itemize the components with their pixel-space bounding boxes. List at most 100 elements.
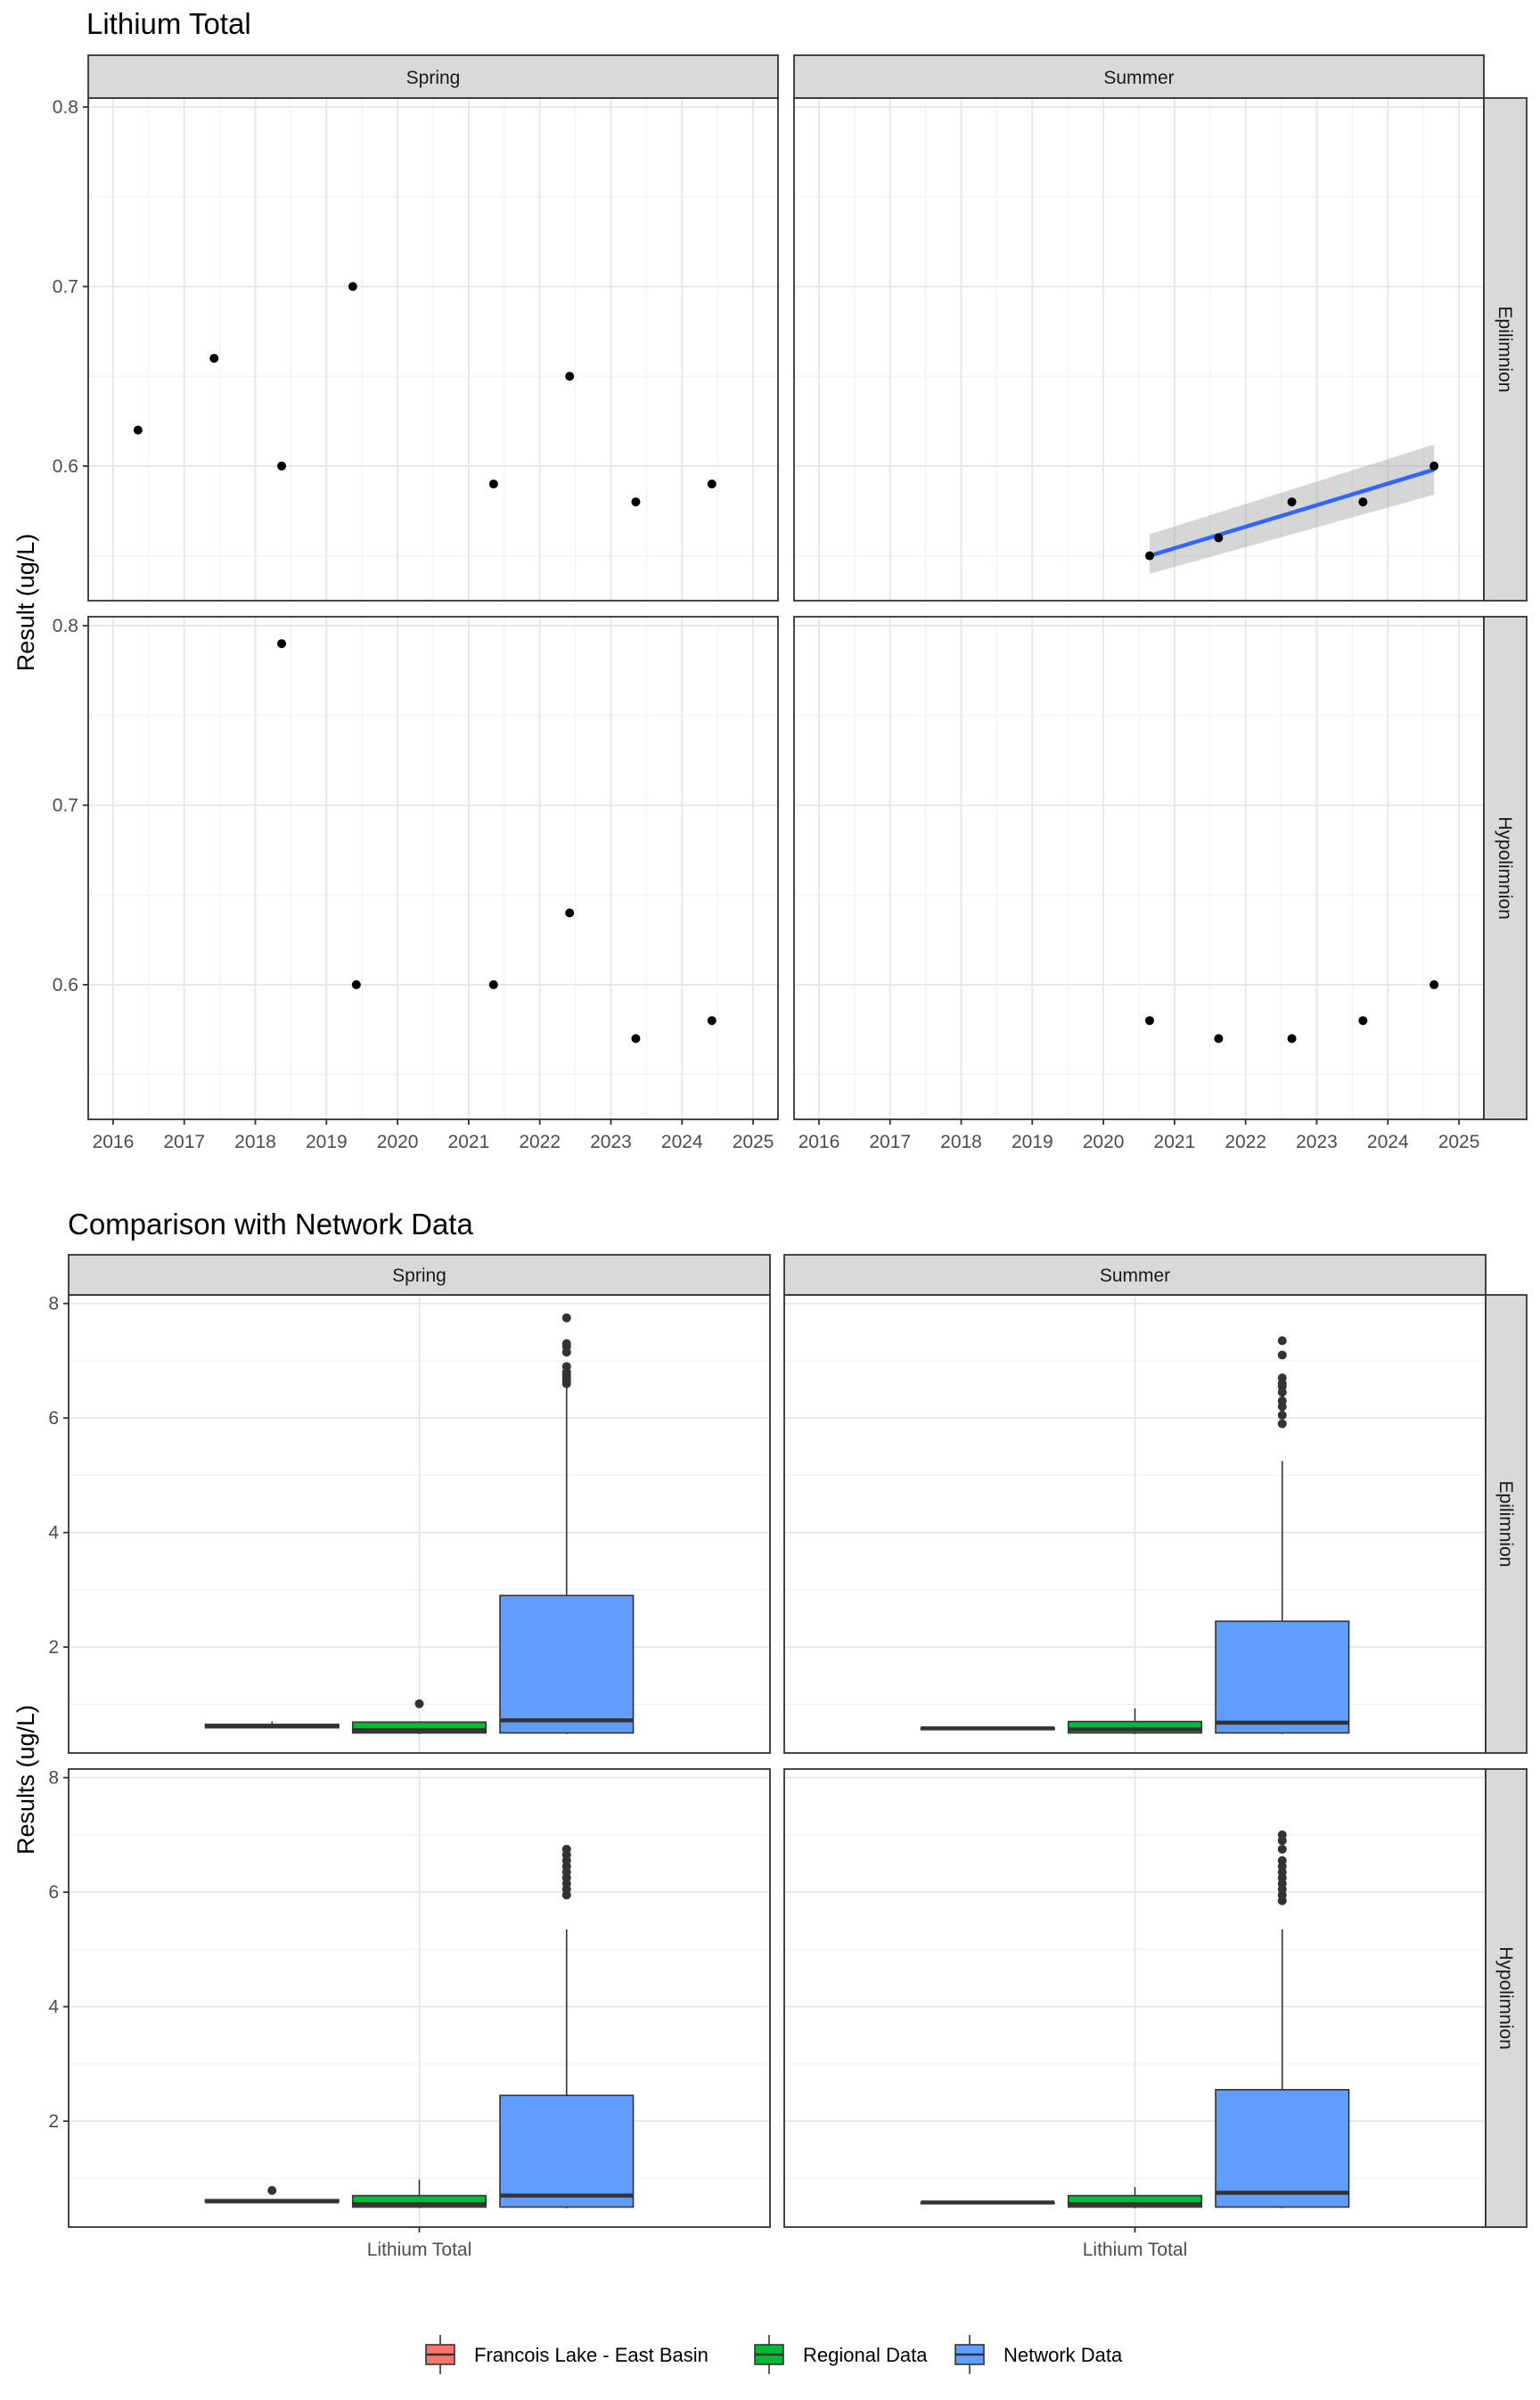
data-point [1214,533,1224,543]
y-axis-label: Results (ug/L) [12,1705,39,1855]
y-axis-label: Result (ug/L) [12,534,39,672]
facet-label-row: Hypolimnion [1495,816,1515,920]
facet-strip-row [1483,616,1528,1120]
y-tick-label: 0.7 [53,796,78,816]
box-outlier [561,1313,571,1323]
data-point [1287,1034,1297,1044]
box-outlier [267,2185,277,2195]
y-tick-label: 0.6 [53,975,78,995]
box-outlier [1277,1350,1287,1360]
y-tick-label: 2 [48,1637,59,1658]
data-point [1144,551,1154,561]
panel-border [87,616,779,1120]
chart-title: Comparison with Network Data [68,1208,473,1241]
box-outlier [1277,1373,1287,1383]
box-iqr [1215,1620,1350,1734]
box-iqr [499,2094,635,2208]
box-outlier [1277,1830,1287,1839]
x-tick-label: Lithium Total [367,2240,472,2260]
x-tick-label: 2025 [1438,1132,1480,1152]
data-point [488,479,498,489]
boxplot-figure: Comparison with Network Data Results (ug/… [12,1208,1528,2260]
box-outlier [1277,1410,1287,1420]
facet-label-column: Spring [406,68,461,88]
x-tick-label: 2018 [940,1132,982,1152]
data-point [1429,461,1439,471]
data-point [1358,497,1368,507]
legend-label: Network Data [1003,2344,1123,2366]
data-point [348,282,357,291]
data-point [565,908,575,918]
data-point [631,497,641,507]
box-outlier [1277,1855,1287,1865]
box-outlier [1277,1336,1287,1346]
y-tick-label: 4 [48,1997,59,2018]
facet-label-column: Summer [1103,68,1174,88]
facet-strip-row [1485,1768,1528,2228]
facet-strip-column [793,54,1485,99]
facet-strip-column [68,1254,771,1296]
data-point [1429,979,1439,989]
box-iqr [1215,2089,1350,2208]
y-tick-label: 4 [48,1523,59,1544]
x-tick-label: 2020 [1083,1132,1125,1152]
facet-strip-row [1483,97,1528,602]
x-tick-label: 2017 [163,1132,205,1152]
box-outlier [414,1699,424,1708]
facet-strip-row [1485,1294,1528,1754]
x-tick-label: 2020 [377,1132,419,1152]
data-point [1358,1016,1368,1026]
legend: Francois Lake - East Basin Regional Data N… [425,2335,1123,2374]
box-outlier [1277,1396,1287,1405]
data-point [1144,1016,1154,1026]
x-tick-label: 2025 [733,1132,774,1152]
y-tick-label: 0.8 [53,616,78,636]
data-point [707,1016,717,1026]
legend-label: Regional Data [803,2344,928,2366]
facet-strip-column [87,54,779,99]
data-point [1287,497,1297,507]
data-point [1214,1034,1224,1044]
facet-label-column: Summer [1100,1266,1170,1286]
x-tick-label: 2016 [799,1132,840,1152]
box-outlier [561,1362,571,1372]
x-tick-label: 2019 [306,1132,348,1152]
facet-label-row: Hypolimnion [1495,1946,1516,2050]
facet-label-column: Spring [392,1266,446,1286]
x-tick-label: 2024 [1367,1132,1409,1152]
x-tick-label: 2018 [234,1132,276,1152]
facet-label-row: Epilimnion [1495,1481,1516,1568]
y-tick-label: 0.8 [53,97,78,118]
x-tick-label: 2024 [661,1132,703,1152]
x-tick-label: 2016 [93,1132,135,1152]
data-point [707,479,717,489]
y-tick-label: 6 [48,1408,59,1429]
x-tick-label: 2021 [1154,1132,1196,1152]
facet-label-row: Epilimnion [1495,307,1515,393]
y-tick-label: 8 [48,1294,59,1315]
y-tick-label: 0.6 [53,456,78,477]
x-tick-label: 2023 [590,1132,632,1152]
x-tick-label: 2021 [448,1132,490,1152]
x-tick-label: 2023 [1296,1132,1338,1152]
y-tick-label: 6 [48,1882,59,1903]
y-tick-label: 8 [48,1768,59,1789]
legend-label: Francois Lake - East Basin [474,2344,709,2366]
x-tick-label: Lithium Total [1083,2240,1188,2260]
data-point [488,979,498,989]
data-point [133,425,143,435]
scatter-figure: Lithium Total Result (ug/L) 0.6 0.7 0.8 0.6 0.… [12,7,1528,1152]
box-outlier [1277,1844,1287,1854]
data-point [351,979,361,989]
x-tick-label: 2019 [1012,1132,1053,1152]
data-point [209,354,219,364]
data-point [565,372,575,381]
data-point [631,1034,641,1044]
data-point [277,461,287,471]
y-tick-label: 0.7 [53,277,78,298]
x-tick-label: 2017 [869,1132,911,1152]
chart-title: Lithium Total [86,7,251,40]
box-iqr [499,1594,635,1734]
